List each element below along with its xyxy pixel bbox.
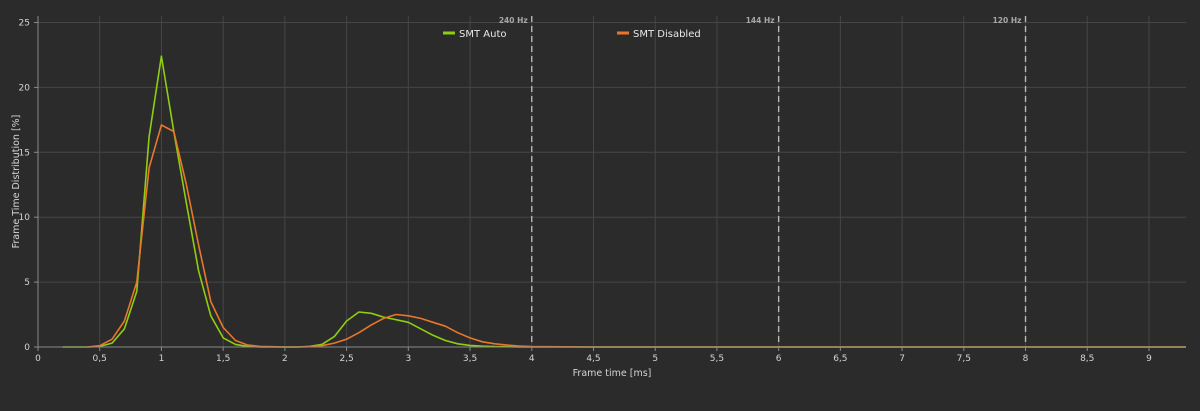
y-tick-label: 20: [19, 83, 31, 93]
x-tick-label: 6,5: [833, 354, 847, 364]
x-tick-label: 4: [529, 354, 535, 364]
x-tick-label: 7,5: [957, 354, 971, 364]
x-tick-label: 6: [776, 354, 782, 364]
series-line-smt-disabled: [87, 124, 1186, 348]
x-tick-label: 4,5: [586, 354, 600, 364]
x-tick-label: 5,5: [710, 354, 724, 364]
x-tick-label: 9: [1146, 354, 1152, 364]
x-tick-label: 0: [35, 354, 41, 364]
x-tick-label: 2: [282, 354, 288, 364]
x-tick-label: 5: [652, 354, 658, 364]
x-tick-label: 2,5: [339, 354, 353, 364]
legend-label: SMT Auto: [459, 29, 506, 40]
x-tick-label: 7: [899, 354, 905, 364]
axes: 0 0,5 1 1,5 2 2,5 3 3,5 4 4,5 5 5,5 6 6,5 7 7,5 8 8,5 9 0 5 1…: [19, 16, 1186, 364]
x-tick-label: 8,5: [1080, 354, 1094, 364]
x-tick-label: 0,5: [93, 354, 107, 364]
legend: SMT Auto SMT Disabled: [443, 29, 701, 40]
y-axis-title: Frame Time Distribution [%]: [11, 115, 22, 249]
refresh-rate-label: 144 Hz: [746, 16, 775, 25]
y-tick-label: 10: [19, 213, 31, 223]
series-lines: [62, 55, 1186, 348]
x-tick-label: 3: [405, 354, 411, 364]
x-tick-label: 8: [1023, 354, 1029, 364]
y-tick-label: 5: [24, 278, 30, 288]
y-tick-label: 25: [19, 18, 30, 28]
refresh-rate-label: 240 Hz: [499, 16, 528, 25]
refresh-rate-markers: 240 Hz 144 Hz 120 Hz: [499, 16, 1027, 347]
y-tick-label: 15: [19, 148, 30, 158]
legend-label: SMT Disabled: [633, 29, 701, 40]
x-axis-title: Frame time [ms]: [573, 368, 652, 379]
x-tick-label: 1: [159, 354, 165, 364]
x-tick-label: 3,5: [463, 354, 477, 364]
refresh-rate-label: 120 Hz: [993, 16, 1022, 25]
series-line-smt-auto: [62, 55, 1186, 348]
x-tick-label: 1,5: [216, 354, 230, 364]
y-tick-label: 0: [24, 343, 30, 353]
